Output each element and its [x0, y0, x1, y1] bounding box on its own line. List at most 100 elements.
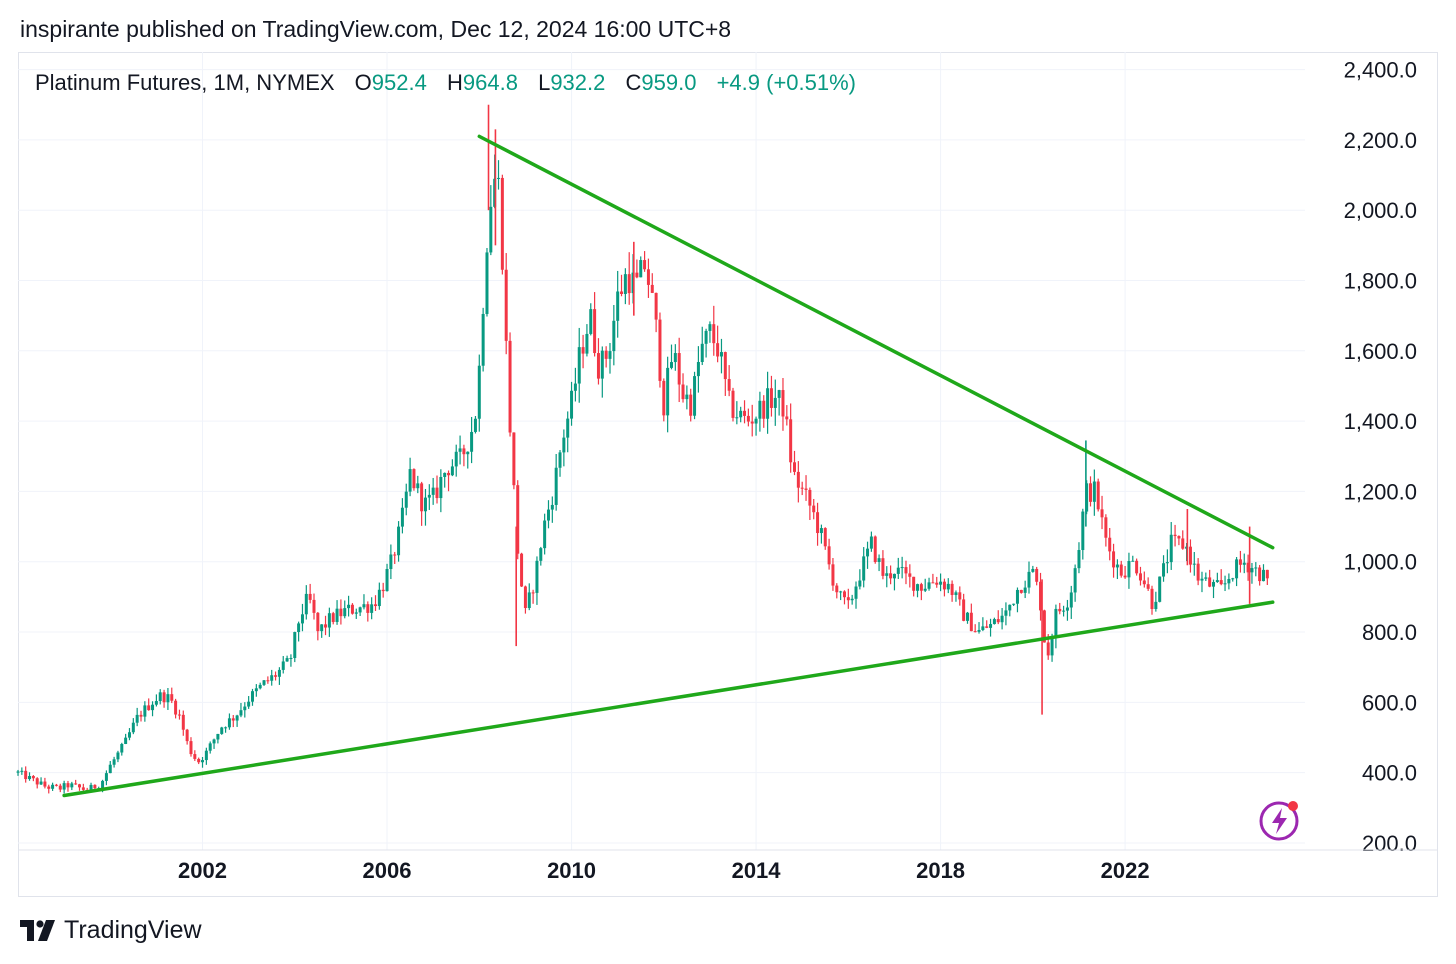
candle-body	[762, 400, 766, 419]
candle-body	[1000, 615, 1004, 623]
candle-body	[20, 770, 24, 772]
candle-body	[201, 760, 205, 763]
candle-body	[812, 505, 816, 513]
candle-body	[1192, 563, 1196, 565]
candle-body	[235, 715, 239, 721]
candle-body	[1200, 578, 1204, 581]
candle-body	[281, 661, 285, 670]
price-tick-label: 800.0	[1362, 620, 1417, 645]
candle-body	[804, 488, 808, 490]
candle-body	[604, 350, 608, 359]
candle-body	[447, 472, 451, 476]
candle-body	[800, 487, 804, 489]
candle-body	[1169, 534, 1173, 563]
candle-body	[1046, 642, 1050, 656]
candle-body	[777, 390, 781, 398]
resistance-trendline[interactable]	[477, 134, 1275, 550]
time-axis[interactable]: 2002 2006 2010 2014 2018 2022	[18, 849, 1437, 883]
candle-body	[1027, 571, 1031, 588]
candle-body	[1054, 608, 1058, 639]
candle-body	[796, 471, 800, 488]
tradingview-brand-text: TradingView	[64, 916, 202, 944]
candle-body	[543, 520, 547, 549]
tradingview-logo[interactable]: TradingView	[20, 916, 202, 945]
candle-body	[227, 718, 231, 728]
candle-body	[877, 558, 881, 562]
candle-body	[735, 417, 739, 419]
candle-body	[24, 770, 28, 780]
candle-body	[1138, 573, 1142, 581]
candle-body	[1231, 578, 1235, 580]
candle-body	[873, 536, 877, 562]
candle-body	[885, 573, 889, 576]
candle-body	[1258, 567, 1262, 582]
candle-body	[374, 604, 377, 607]
candle-body	[996, 619, 1000, 623]
candle-body	[1031, 568, 1035, 572]
candle-body	[746, 415, 750, 422]
candle-body	[127, 732, 131, 738]
support-trendline[interactable]	[62, 600, 1275, 798]
candle-body	[662, 380, 666, 416]
candle-body	[143, 705, 147, 717]
candle-body	[1127, 560, 1131, 578]
candle-body	[270, 675, 274, 681]
candle-body	[1215, 580, 1219, 583]
candle-body	[189, 741, 193, 755]
candle-body	[1012, 603, 1016, 605]
candle-body	[131, 722, 135, 733]
trendlines	[62, 134, 1275, 798]
price-tick-label: 1,800.0	[1344, 269, 1417, 294]
candle-body	[512, 432, 516, 486]
candle-body	[347, 604, 351, 609]
candle-body	[212, 739, 216, 744]
candle-body	[16, 771, 20, 773]
candle-body	[1100, 509, 1104, 518]
candle-body	[497, 177, 501, 179]
legend-close-value: 959.0	[641, 70, 697, 95]
lightning-bolt-icon[interactable]	[1258, 798, 1302, 842]
candle-body	[112, 759, 116, 765]
candle-body	[623, 274, 627, 294]
candle-body	[31, 776, 35, 779]
candle-body	[846, 597, 850, 601]
candle-body	[1062, 610, 1066, 612]
candle-body	[916, 584, 920, 591]
price-axis[interactable]: 200.0 400.0 600.0 800.0 1,000.0 1,200.0 1,400.…	[1344, 58, 1417, 856]
candle-body	[362, 604, 366, 608]
candle-body	[1238, 559, 1242, 565]
legend-low-value: 932.2	[550, 70, 606, 95]
chart-grid	[18, 52, 1305, 850]
legend-symbol: Platinum Futures, 1M, NYMEX	[35, 70, 335, 95]
candle-body	[919, 584, 923, 591]
candle-body	[54, 784, 58, 786]
candle-body	[231, 718, 235, 721]
candle-body	[1077, 550, 1081, 569]
candle-body	[435, 487, 439, 499]
candle-body	[327, 613, 331, 628]
candle-body	[1073, 568, 1077, 593]
candle-body	[462, 448, 466, 455]
candle-body	[835, 585, 839, 593]
candle-body	[28, 776, 32, 780]
candle-body	[423, 497, 427, 512]
candle-body	[343, 608, 347, 617]
candle-body	[654, 292, 658, 320]
candle-body	[896, 567, 900, 574]
candle-body	[639, 260, 643, 278]
candle-body	[166, 694, 170, 703]
candle-body	[1104, 517, 1108, 538]
candle-body	[958, 592, 962, 600]
candle-body	[101, 780, 105, 789]
candle-body	[727, 379, 731, 391]
price-tick-label: 2,200.0	[1344, 128, 1417, 153]
candle-body	[58, 785, 62, 790]
candle-body	[124, 737, 128, 745]
candle-body	[696, 362, 700, 377]
candle-body	[931, 582, 935, 584]
candle-body	[470, 431, 474, 452]
candle-body	[1119, 564, 1123, 576]
chart-panel[interactable]	[18, 52, 1438, 897]
candle-body	[1065, 607, 1069, 611]
